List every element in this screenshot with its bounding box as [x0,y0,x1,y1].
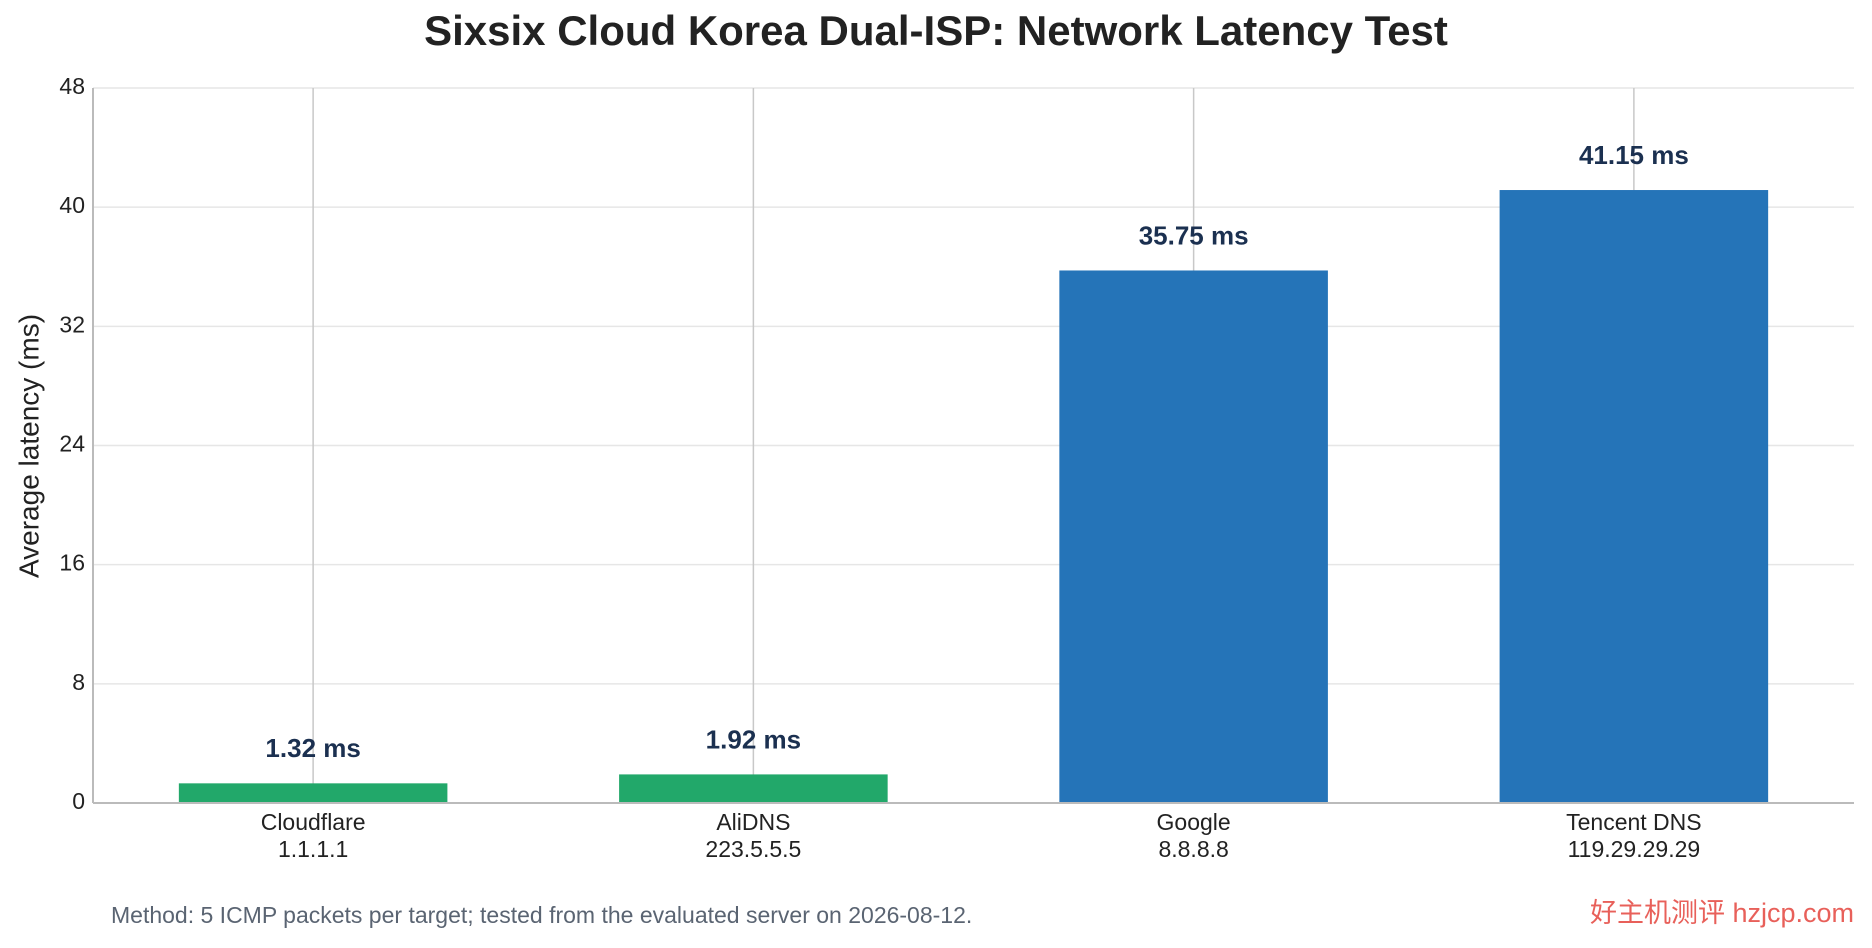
y-tick-label: 48 [59,73,85,99]
bar [1059,270,1328,803]
y-tick-label: 24 [59,431,85,457]
bar [1499,190,1769,804]
value-label: 35.75 ms [1139,220,1249,250]
chart-title: Sixsix Cloud Korea Dual-ISP: Network Lat… [424,7,1448,54]
y-tick-label: 0 [72,788,85,814]
bar [619,774,888,803]
y-tick-label: 8 [72,669,85,695]
x-tick-sublabel: 8.8.8.8 [1158,836,1228,862]
y-tick-label: 40 [59,192,85,218]
y-axis-label: Average latency (ms) [13,314,44,578]
value-label: 1.32 ms [265,733,360,763]
x-tick-sublabel: 1.1.1.1 [278,836,348,862]
value-label: 41.15 ms [1579,140,1689,170]
watermark: 好主机测评 hzjcp.com [1590,898,1854,928]
x-tick-sublabel: 119.29.29.29 [1568,836,1701,862]
x-tick-label: Cloudflare [261,809,366,835]
bar [178,783,448,803]
x-tick-label: AliDNS [716,809,790,835]
value-label: 1.92 ms [706,724,801,754]
x-tick-sublabel: 223.5.5.5 [705,836,801,862]
footnote: Method: 5 ICMP packets per target; teste… [111,902,972,928]
y-tick-label: 32 [59,311,85,337]
x-tick-label: Tencent DNS [1566,809,1702,835]
x-tick-label: Google [1157,809,1231,835]
y-tick-label: 16 [59,550,85,576]
